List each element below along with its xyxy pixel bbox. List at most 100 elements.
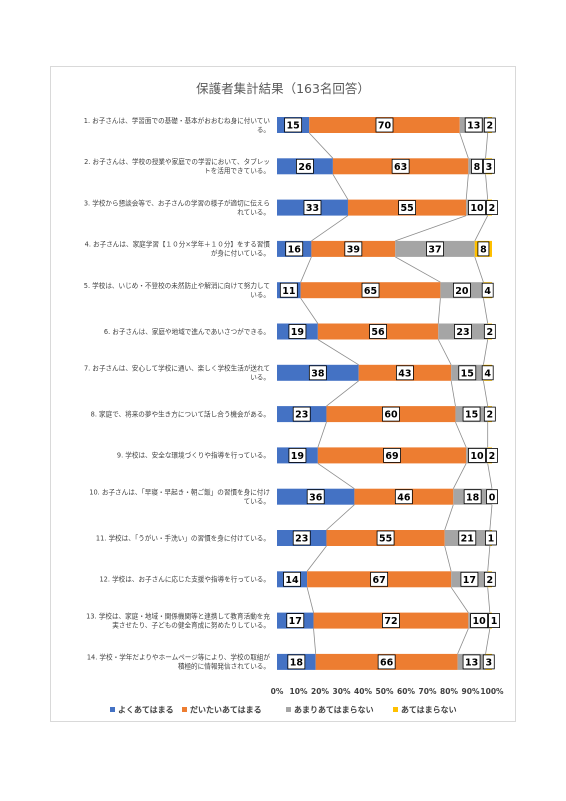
x-tick-label: 70% xyxy=(419,687,437,696)
series-line xyxy=(306,545,327,572)
data-label-box xyxy=(483,117,496,133)
data-label-box xyxy=(285,241,304,257)
series-line xyxy=(487,587,491,613)
data-label: 17 xyxy=(289,616,302,627)
data-label: 55 xyxy=(400,203,413,214)
data-label-box xyxy=(454,324,472,339)
series-line xyxy=(444,504,454,531)
series-line xyxy=(437,298,441,324)
data-label-box xyxy=(303,200,322,216)
series-line xyxy=(326,380,359,407)
category-label: が身に付いている。 xyxy=(211,249,270,258)
data-label: 18 xyxy=(466,492,480,503)
category-label: 積極的に情報発信されている。 xyxy=(178,662,270,671)
data-label-box xyxy=(486,489,498,505)
x-tick-label: 80% xyxy=(440,687,458,696)
series-line xyxy=(450,587,469,613)
data-label-box xyxy=(468,200,486,216)
category-label: 3. 学校から懇談会等で、お子さんの学習の様子が適切に伝えら xyxy=(84,198,270,207)
data-label-box xyxy=(398,200,416,216)
data-label-box xyxy=(279,282,298,298)
data-label: 56 xyxy=(371,327,385,338)
data-label-box xyxy=(306,489,325,505)
series-line xyxy=(489,504,493,531)
legend-label: あまりあてはまらない xyxy=(294,706,374,715)
series-line xyxy=(457,628,469,655)
data-label-box xyxy=(361,282,380,298)
data-label-box xyxy=(394,489,413,505)
series-line xyxy=(485,174,489,200)
data-label: 67 xyxy=(373,575,386,586)
category-label: 14. 学校・学年だよりやホームページ等により、学校の取組が xyxy=(87,653,271,662)
data-label-box xyxy=(468,447,486,463)
legend-swatch xyxy=(393,707,398,712)
data-label-box xyxy=(370,571,389,587)
data-label-box xyxy=(292,530,311,546)
series-line xyxy=(437,339,452,365)
data-label: 69 xyxy=(385,451,398,462)
data-label-box xyxy=(471,158,483,174)
data-label-box xyxy=(488,613,501,628)
data-label: 4 xyxy=(484,286,491,297)
data-label: 33 xyxy=(306,203,319,214)
series-line xyxy=(487,463,493,489)
chart-title: 保護者集計結果（163名回答） xyxy=(196,81,370,96)
category-label: れている。 xyxy=(237,208,270,216)
series-line xyxy=(300,297,319,324)
data-label: 46 xyxy=(397,492,411,503)
data-label-box xyxy=(344,241,363,257)
data-label: 21 xyxy=(461,534,474,545)
series-line xyxy=(452,463,467,489)
data-label-box xyxy=(284,117,303,133)
data-label-box xyxy=(477,241,490,257)
data-label-box xyxy=(426,241,444,257)
x-tick-label: 40% xyxy=(354,687,372,696)
data-label-box xyxy=(396,365,414,381)
category-label: いる。 xyxy=(250,374,270,382)
series-line xyxy=(483,298,489,324)
data-label: 65 xyxy=(364,286,377,297)
data-label: 15 xyxy=(461,368,474,379)
x-tick-label: 50% xyxy=(376,687,394,696)
category-label: 11. 学校は、「うがい・手洗い」の習慣を身に付けている。 xyxy=(96,533,270,542)
data-label: 8 xyxy=(480,245,487,256)
data-label-box xyxy=(283,571,301,587)
data-label-box xyxy=(483,406,496,422)
series-line xyxy=(306,587,314,613)
series-line xyxy=(317,421,327,448)
category-label: 10. お子さんは、「早寝・早起き・朝ご飯」の習慣を身に付け xyxy=(89,488,270,497)
data-label: 4 xyxy=(484,368,491,379)
category-label: 1. お子さんは、学習面での基礎・基本がおおむね身に付いてい xyxy=(84,116,271,125)
data-label: 39 xyxy=(347,245,360,256)
data-label-box xyxy=(482,654,495,670)
category-label: る。 xyxy=(257,126,270,134)
series-line xyxy=(311,215,349,242)
data-label-box xyxy=(464,117,483,133)
data-label: 66 xyxy=(380,658,394,669)
data-label-box xyxy=(391,158,410,174)
data-label-box xyxy=(375,117,394,133)
data-label-box xyxy=(369,324,387,339)
data-label-box xyxy=(483,158,495,174)
series-line xyxy=(483,380,489,407)
data-label-box xyxy=(462,654,481,670)
data-label-box xyxy=(292,406,311,422)
series-line xyxy=(326,504,355,531)
data-label: 11 xyxy=(282,286,295,297)
category-label: 4. お子さんは、家庭学習【１０分×学年＋１０分】をする習慣 xyxy=(85,240,271,249)
data-label: 23 xyxy=(456,327,469,338)
data-label: 10 xyxy=(470,451,484,462)
data-label-box xyxy=(382,406,400,422)
data-label: 72 xyxy=(384,616,397,627)
data-label-box xyxy=(486,447,498,463)
data-label: 60 xyxy=(384,410,398,421)
category-label: 9. 学校は、安全な環境づくりや指導を行っている。 xyxy=(117,451,270,460)
legend-label: あてはまらない xyxy=(401,706,457,715)
series-line xyxy=(317,463,355,490)
legend-swatch xyxy=(182,707,187,712)
series-line xyxy=(455,421,467,448)
series-line xyxy=(444,545,452,572)
data-label-box xyxy=(377,654,396,670)
data-label: 55 xyxy=(379,534,392,545)
